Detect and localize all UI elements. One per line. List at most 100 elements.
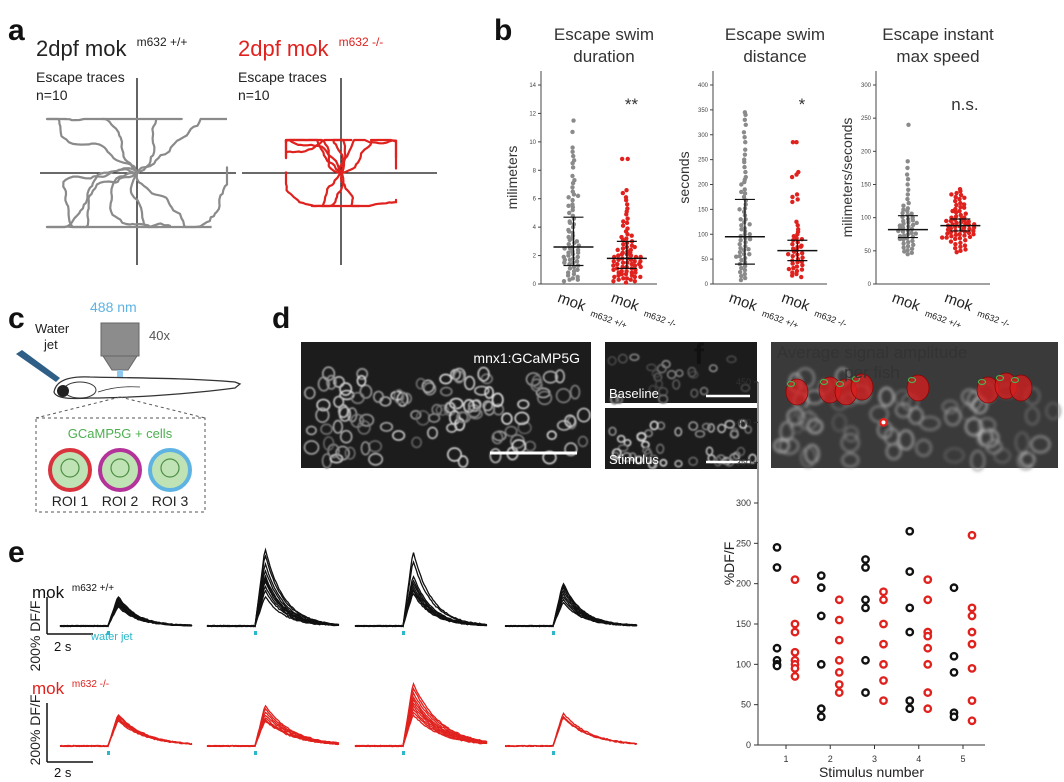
y-tick-label: 50 — [864, 249, 871, 255]
cell-body — [303, 386, 316, 400]
data-point — [794, 140, 799, 145]
escape-trace — [45, 172, 138, 229]
cell-body — [608, 426, 617, 436]
cell-body — [339, 382, 353, 396]
cell-body — [536, 390, 553, 406]
y-tick-label: 300 — [698, 133, 709, 139]
data-point — [785, 251, 791, 257]
data-point — [625, 232, 630, 237]
cell-body — [621, 452, 632, 463]
cell-body — [657, 394, 669, 404]
micrograph-baseline-cells — [607, 353, 751, 405]
cell-body — [379, 421, 394, 432]
baseline-label: Baseline — [609, 386, 659, 401]
data-point — [742, 135, 747, 140]
data-point — [794, 219, 799, 225]
dot-plot-2: Escape swim distance 0 50 100 150 200 250 300 350… — [676, 25, 848, 331]
cell-body — [1017, 451, 1035, 471]
x-tick-label: 1 — [783, 754, 788, 764]
cell-body — [564, 442, 578, 457]
data-point — [900, 210, 905, 216]
data-point — [905, 251, 910, 257]
data-point — [737, 253, 742, 259]
data-point — [739, 257, 744, 263]
cell-body — [944, 447, 965, 464]
data-point — [958, 240, 963, 246]
cell-body — [423, 382, 437, 396]
data-point — [742, 177, 748, 182]
cell-body — [491, 392, 504, 408]
scatter-point-center — [882, 598, 885, 601]
panel-label-a: a — [8, 14, 25, 47]
scatter-point-center — [882, 679, 885, 682]
data-point — [625, 216, 630, 221]
y-tick-label: 200 — [698, 183, 709, 189]
cell-body — [482, 400, 494, 412]
data-point — [901, 221, 906, 226]
roi-nucleus — [110, 458, 130, 478]
roi-marker — [907, 376, 917, 384]
cell-body — [687, 366, 697, 378]
cell-body — [477, 366, 490, 382]
cell-body — [961, 388, 978, 405]
data-point — [570, 173, 575, 179]
data-point — [638, 264, 643, 270]
cell-body — [453, 370, 465, 384]
data-point — [742, 187, 747, 192]
cell-body — [517, 399, 530, 410]
y-tick-label: 250 — [698, 158, 709, 164]
scatter-point-center — [838, 618, 841, 622]
data-point — [790, 253, 795, 259]
data-point — [958, 200, 963, 206]
cell-body — [350, 391, 365, 405]
data-point — [570, 160, 575, 166]
data-point — [909, 246, 915, 252]
cell-body — [694, 429, 706, 438]
cell-body — [611, 451, 620, 462]
data-point — [957, 236, 963, 241]
roi-label: ROI 2 — [102, 493, 139, 509]
data-point — [570, 197, 575, 203]
scatter-point-center — [793, 651, 797, 654]
y-tick-label: 6 — [533, 197, 537, 203]
cell-body — [674, 459, 683, 468]
data-point — [615, 247, 620, 253]
data-point — [571, 153, 576, 159]
calcium-trace — [504, 717, 638, 748]
stimulus-marker — [107, 751, 110, 755]
scatter-point-center — [820, 715, 823, 718]
scatter-point-center — [793, 578, 797, 581]
data-point — [957, 208, 962, 214]
data-point — [905, 165, 910, 171]
calcium-trace — [59, 605, 193, 628]
zebrafish-larva-icon — [53, 376, 242, 400]
data-point — [741, 194, 747, 200]
panel-e-mut-genotype: m632 -/- — [72, 679, 109, 690]
roi-cell — [98, 448, 142, 492]
data-point — [967, 226, 972, 232]
data-point — [911, 242, 916, 248]
cell-body — [339, 429, 353, 444]
data-point — [570, 185, 575, 190]
data-point — [624, 212, 629, 217]
panel-label-c: c — [8, 302, 25, 335]
data-point — [939, 235, 945, 240]
calcium-trace — [206, 595, 340, 628]
cell-body — [415, 377, 427, 390]
scatter-point-center — [820, 574, 823, 577]
scatter-point-center — [864, 566, 867, 569]
y-tick-label: 100 — [698, 232, 709, 238]
stimulus-marker — [552, 631, 555, 635]
data-point — [795, 223, 800, 228]
data-point — [566, 242, 571, 247]
x-tick-label: 3 — [872, 754, 877, 764]
data-point — [798, 244, 804, 249]
data-point — [629, 233, 634, 238]
dot-plot-3: Escape instant max speed 0 50 100 150 200 250 30… — [839, 25, 1011, 331]
panel-label-b: b — [494, 14, 512, 47]
data-point — [743, 147, 748, 152]
dot-plot-title-line1: Escape swim — [725, 25, 825, 44]
escape-trace — [284, 171, 345, 208]
cell-body — [542, 370, 559, 384]
panel-e-wt-label: mok — [32, 583, 65, 602]
